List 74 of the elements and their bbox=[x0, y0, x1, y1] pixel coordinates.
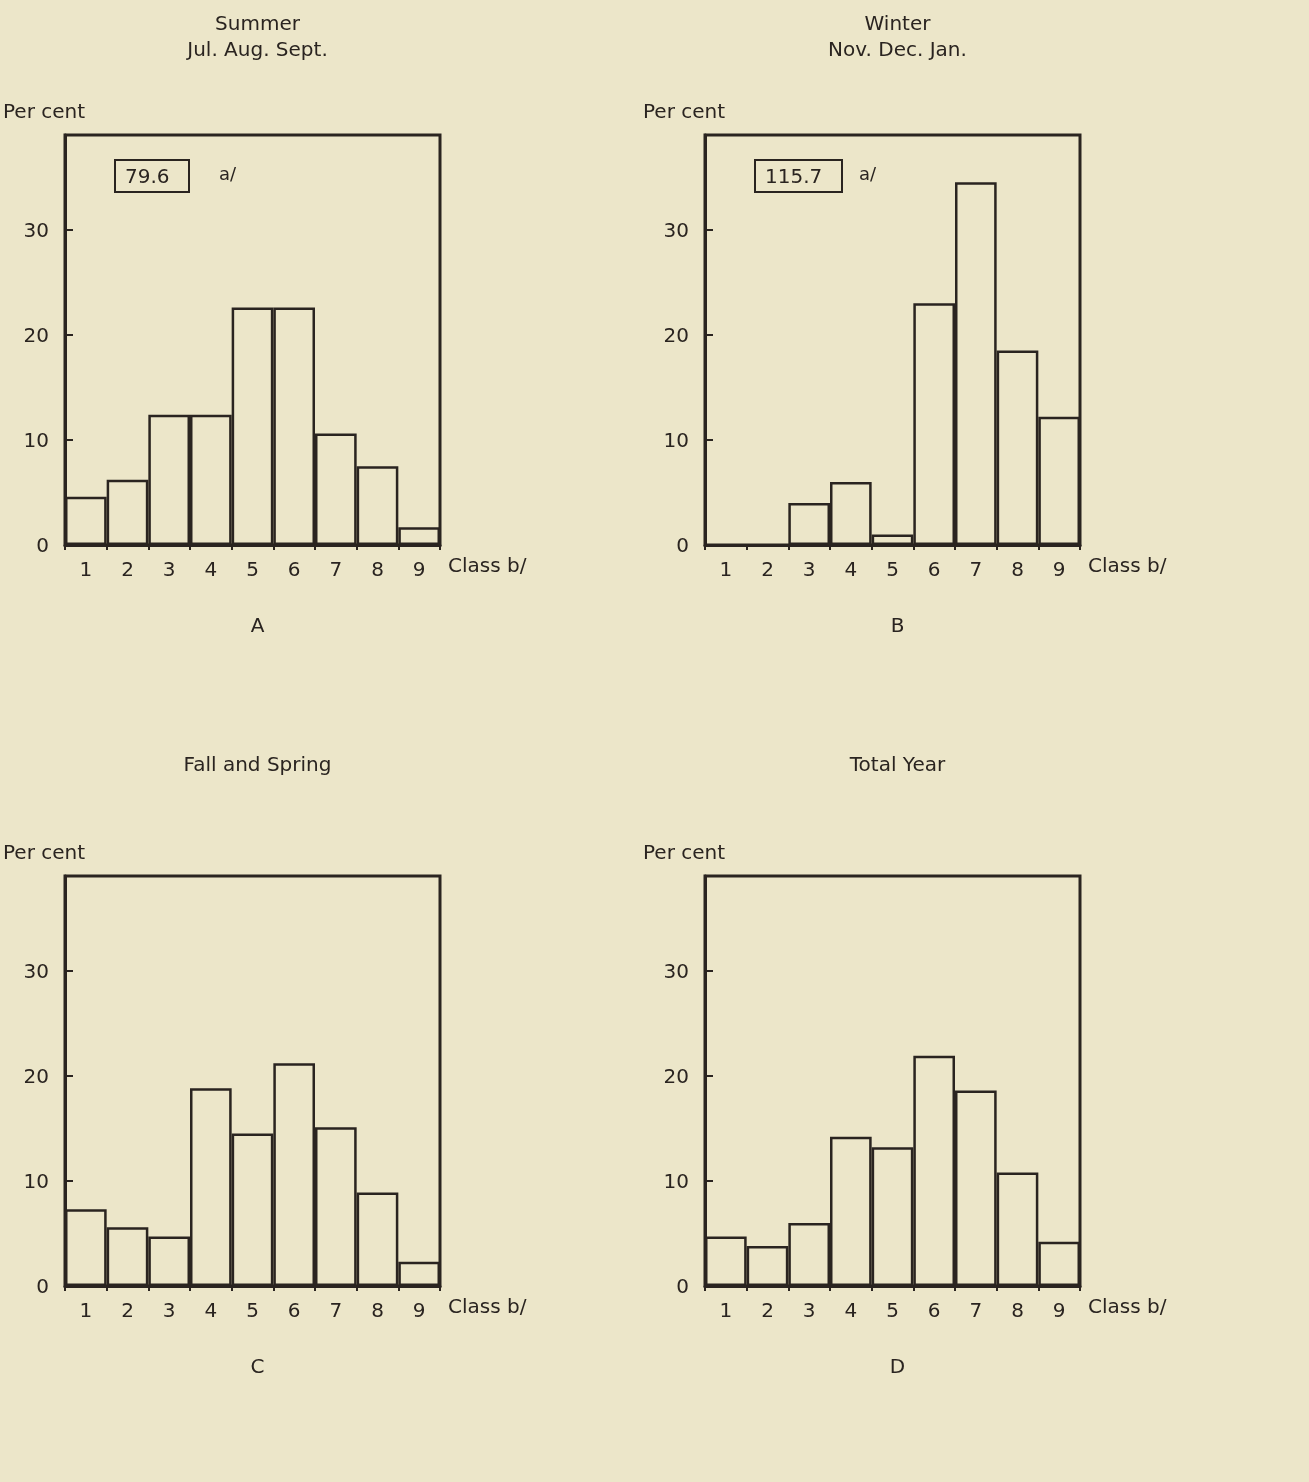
x-tick-label: 7 bbox=[969, 1298, 983, 1322]
x-tick-label: 5 bbox=[246, 557, 259, 581]
x-tick-label: 3 bbox=[162, 1298, 176, 1322]
x-tick-label: 1 bbox=[79, 557, 93, 581]
x-tick-label: 2 bbox=[761, 557, 774, 581]
y-tick-label: 30 bbox=[23, 958, 49, 983]
y-axis-title: Per cent bbox=[643, 99, 726, 123]
annotation: a/ bbox=[859, 162, 878, 184]
y-tick-label: 10 bbox=[663, 1168, 689, 1193]
text: A bbox=[250, 613, 265, 637]
x-tick-label: 5 bbox=[886, 557, 899, 581]
y-tick-label: 30 bbox=[23, 217, 49, 242]
y-tick-label: 10 bbox=[23, 1168, 49, 1193]
x-tick-label: 2 bbox=[761, 1298, 774, 1322]
x-tick-label: 9 bbox=[412, 557, 426, 581]
x-tick-label: 7 bbox=[329, 1298, 343, 1322]
x-tick-label: 6 bbox=[287, 1298, 301, 1322]
y-axis-title: Per cent bbox=[3, 840, 86, 864]
annotation: 115.7 bbox=[765, 164, 823, 188]
x-tick-label: 4 bbox=[204, 557, 218, 581]
x-tick-label: 3 bbox=[162, 557, 176, 581]
y-tick-label: 10 bbox=[23, 427, 49, 452]
y-tick-label: 10 bbox=[663, 427, 689, 452]
x-axis-title: Class b/ bbox=[1088, 553, 1167, 577]
y-tick-label: 20 bbox=[663, 1063, 689, 1088]
x-tick-label: 2 bbox=[121, 1298, 134, 1322]
chart-title: Fall and Spring bbox=[183, 752, 332, 776]
x-tick-label: 2 bbox=[121, 557, 134, 581]
y-axis-title: Per cent bbox=[3, 99, 86, 123]
y-tick-label: 30 bbox=[663, 958, 689, 983]
annotation: 79.6 bbox=[125, 164, 170, 188]
chart-title: Summer bbox=[215, 11, 301, 35]
chart-title: Total Year bbox=[848, 752, 946, 776]
y-tick-label: 0 bbox=[676, 1274, 689, 1298]
x-tick-label: 1 bbox=[719, 557, 733, 581]
chart-subtitle: Jul. Aug. Sept. bbox=[185, 37, 328, 61]
x-tick-label: 5 bbox=[246, 1298, 259, 1322]
x-tick-label: 5 bbox=[886, 1298, 899, 1322]
y-tick-label: 20 bbox=[663, 322, 689, 347]
y-tick-label: 0 bbox=[36, 533, 49, 557]
text: B bbox=[890, 613, 905, 637]
text: C bbox=[250, 1354, 265, 1378]
text: D bbox=[889, 1354, 906, 1378]
x-axis-title: Class b/ bbox=[448, 1294, 527, 1318]
x-tick-label: 4 bbox=[844, 557, 858, 581]
x-tick-label: 4 bbox=[204, 1298, 218, 1322]
x-tick-label: 7 bbox=[329, 557, 343, 581]
x-tick-label: 8 bbox=[371, 1298, 384, 1322]
x-tick-label: 7 bbox=[969, 557, 983, 581]
x-tick-label: 1 bbox=[79, 1298, 93, 1322]
y-tick-label: 0 bbox=[36, 1274, 49, 1298]
y-tick-label: 20 bbox=[23, 322, 49, 347]
y-axis-title: Per cent bbox=[643, 840, 726, 864]
x-tick-label: 9 bbox=[1052, 1298, 1066, 1322]
x-tick-label: 6 bbox=[927, 1298, 941, 1322]
y-tick-label: 30 bbox=[663, 217, 689, 242]
x-tick-label: 9 bbox=[412, 1298, 426, 1322]
x-tick-label: 6 bbox=[927, 557, 941, 581]
chart-subtitle: Nov. Dec. Jan. bbox=[828, 37, 967, 61]
x-tick-label: 1 bbox=[719, 1298, 733, 1322]
x-tick-label: 3 bbox=[802, 557, 816, 581]
x-tick-label: 8 bbox=[1011, 557, 1024, 581]
y-tick-label: 20 bbox=[23, 1063, 49, 1088]
x-tick-label: 9 bbox=[1052, 557, 1066, 581]
y-tick-label: 0 bbox=[676, 533, 689, 557]
x-axis-title: Class b/ bbox=[1088, 1294, 1167, 1318]
x-tick-label: 8 bbox=[371, 557, 384, 581]
x-tick-label: 3 bbox=[802, 1298, 816, 1322]
chart-title: Winter bbox=[864, 11, 932, 35]
x-tick-label: 4 bbox=[844, 1298, 858, 1322]
x-axis-title: Class b/ bbox=[448, 553, 527, 577]
annotation: a/ bbox=[219, 162, 238, 184]
x-tick-label: 6 bbox=[287, 557, 301, 581]
x-tick-label: 8 bbox=[1011, 1298, 1024, 1322]
